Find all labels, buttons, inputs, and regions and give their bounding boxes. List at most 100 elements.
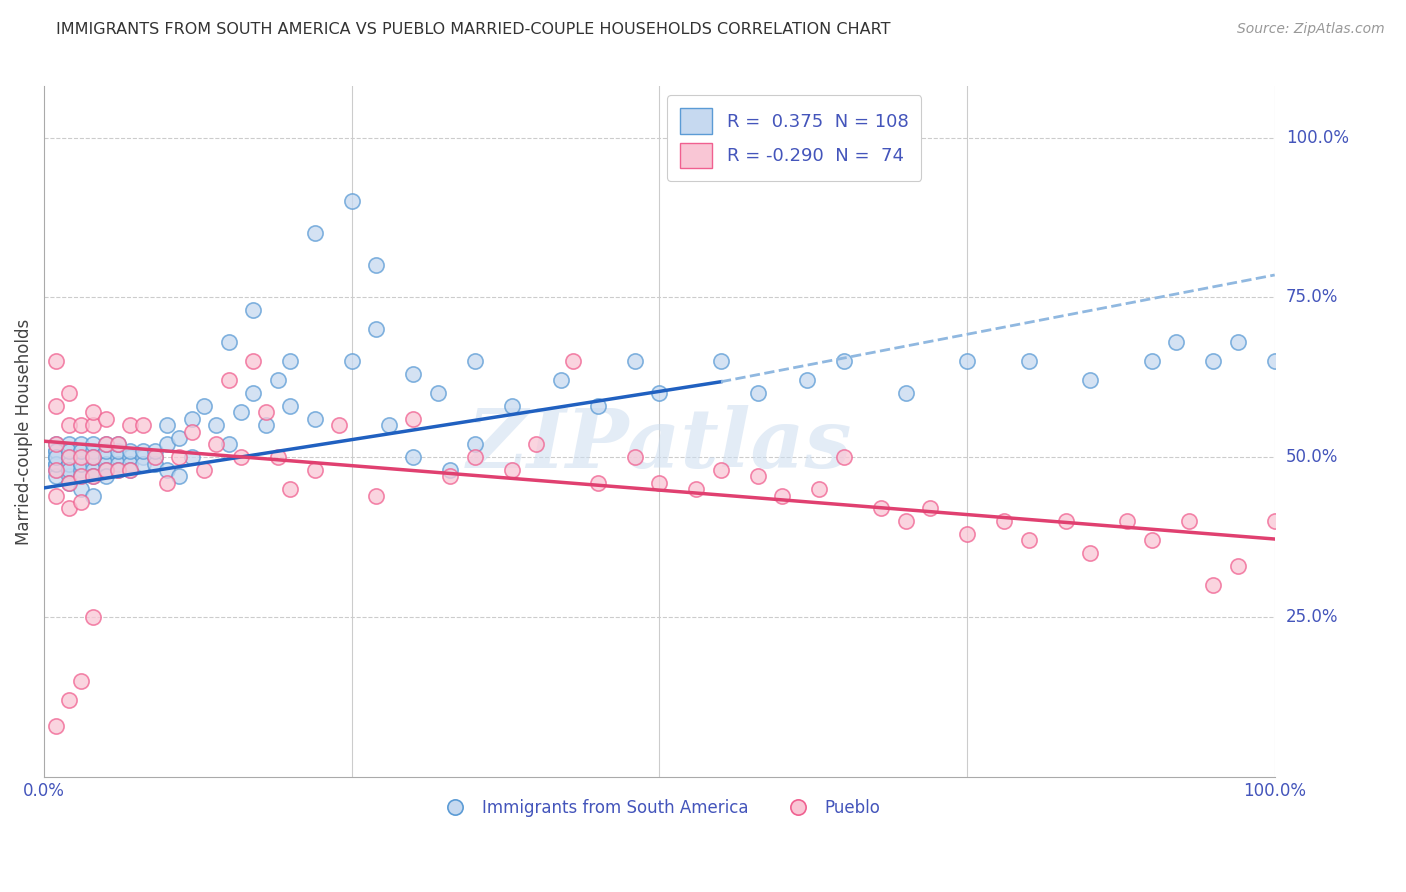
Point xyxy=(340,194,363,209)
Point xyxy=(45,457,67,471)
Point xyxy=(82,443,104,458)
Point xyxy=(623,450,645,465)
Point xyxy=(107,450,129,465)
Point xyxy=(956,527,979,541)
Point xyxy=(1202,354,1225,368)
Point xyxy=(993,514,1015,528)
Point xyxy=(586,475,609,490)
Text: Source: ZipAtlas.com: Source: ZipAtlas.com xyxy=(1237,22,1385,37)
Point xyxy=(70,450,93,465)
Point xyxy=(242,354,264,368)
Point xyxy=(304,412,326,426)
Point xyxy=(242,386,264,401)
Point xyxy=(156,418,179,433)
Point xyxy=(426,386,449,401)
Point xyxy=(366,489,388,503)
Point xyxy=(832,450,855,465)
Text: 75.0%: 75.0% xyxy=(1286,288,1339,306)
Point xyxy=(45,719,67,733)
Point xyxy=(94,450,117,465)
Point xyxy=(94,469,117,483)
Point xyxy=(45,450,67,465)
Point xyxy=(1116,514,1139,528)
Point xyxy=(82,418,104,433)
Point xyxy=(180,412,202,426)
Point xyxy=(562,354,585,368)
Point xyxy=(70,673,93,688)
Point xyxy=(1140,533,1163,548)
Point xyxy=(1018,533,1040,548)
Point xyxy=(894,514,917,528)
Point xyxy=(58,443,80,458)
Point xyxy=(1264,354,1286,368)
Point xyxy=(107,457,129,471)
Point xyxy=(70,469,93,483)
Point xyxy=(107,443,129,458)
Point xyxy=(278,354,301,368)
Point xyxy=(58,457,80,471)
Point xyxy=(143,443,166,458)
Point xyxy=(747,469,769,483)
Point xyxy=(58,450,80,465)
Point xyxy=(107,437,129,451)
Point xyxy=(328,418,350,433)
Point xyxy=(70,443,93,458)
Point xyxy=(304,463,326,477)
Point xyxy=(956,354,979,368)
Point xyxy=(120,457,142,471)
Point xyxy=(1202,578,1225,592)
Point xyxy=(45,457,67,471)
Y-axis label: Married-couple Households: Married-couple Households xyxy=(15,318,32,545)
Point xyxy=(82,469,104,483)
Point xyxy=(82,450,104,465)
Point xyxy=(156,437,179,451)
Point xyxy=(120,418,142,433)
Point xyxy=(58,463,80,477)
Point xyxy=(193,399,215,413)
Point xyxy=(131,418,153,433)
Point xyxy=(45,443,67,458)
Point xyxy=(1226,558,1249,573)
Point xyxy=(366,259,388,273)
Point xyxy=(304,227,326,241)
Point xyxy=(70,418,93,433)
Point xyxy=(1166,335,1188,350)
Point xyxy=(366,322,388,336)
Point xyxy=(870,501,893,516)
Point xyxy=(70,450,93,465)
Point xyxy=(82,457,104,471)
Point xyxy=(45,489,67,503)
Point xyxy=(267,450,290,465)
Point xyxy=(180,450,202,465)
Point xyxy=(623,354,645,368)
Point xyxy=(70,437,93,451)
Point xyxy=(45,469,67,483)
Point xyxy=(58,457,80,471)
Point xyxy=(131,443,153,458)
Point xyxy=(94,412,117,426)
Point xyxy=(58,693,80,707)
Point xyxy=(464,450,486,465)
Point xyxy=(1078,374,1101,388)
Point xyxy=(586,399,609,413)
Point xyxy=(1140,354,1163,368)
Point xyxy=(377,418,399,433)
Point xyxy=(131,457,153,471)
Point xyxy=(832,354,855,368)
Point xyxy=(82,469,104,483)
Point xyxy=(808,482,831,496)
Point xyxy=(70,457,93,471)
Point xyxy=(193,463,215,477)
Point xyxy=(501,463,523,477)
Point xyxy=(143,457,166,471)
Point xyxy=(82,405,104,419)
Point xyxy=(94,463,117,477)
Point xyxy=(120,450,142,465)
Point xyxy=(1078,546,1101,560)
Point xyxy=(169,450,191,465)
Point xyxy=(1177,514,1199,528)
Point xyxy=(58,450,80,465)
Point xyxy=(82,610,104,624)
Point xyxy=(1018,354,1040,368)
Point xyxy=(58,437,80,451)
